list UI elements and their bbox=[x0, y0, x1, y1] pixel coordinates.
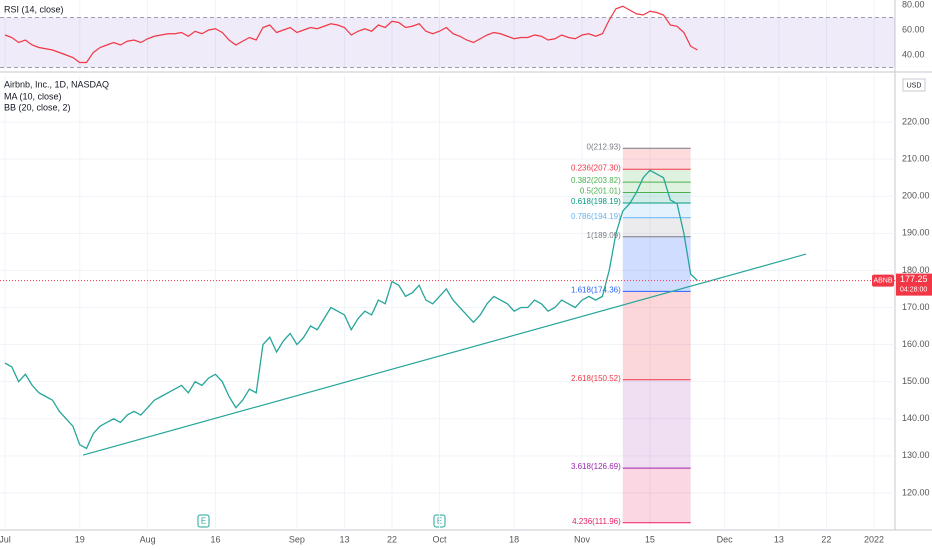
y-tick-label: 150.00 bbox=[902, 376, 930, 386]
fib-label: 4.236(111.96) bbox=[572, 517, 621, 526]
x-tick-label: 22 bbox=[821, 534, 831, 544]
fib-label: 0.236(207.30) bbox=[571, 163, 621, 172]
svg-text:E: E bbox=[201, 517, 206, 526]
fib-zone bbox=[622, 182, 691, 193]
indicator-label: MA (10, close) bbox=[4, 91, 62, 101]
fib-label: 1(189.09) bbox=[587, 231, 622, 240]
currency-box bbox=[902, 78, 926, 92]
y-tick-label: 160.00 bbox=[902, 339, 930, 349]
x-tick-label: 16 bbox=[210, 534, 220, 544]
y-tick-label: 40.00 bbox=[902, 49, 925, 59]
fib-zone bbox=[622, 236, 691, 292]
y-tick-label: 80.00 bbox=[902, 0, 925, 9]
fib-zone bbox=[622, 217, 691, 237]
fib-label: 0.786(194.19) bbox=[571, 212, 621, 221]
fib-label: 2.618(150.52) bbox=[571, 374, 621, 383]
x-tick-label: Nov bbox=[574, 534, 591, 544]
x-tick-label: Dec bbox=[717, 534, 734, 544]
fib-label: 0(212.93) bbox=[587, 142, 622, 151]
x-tick-label: Jul bbox=[0, 534, 11, 544]
last-price-label: 177.25 bbox=[900, 274, 928, 284]
x-tick-label: 19 bbox=[75, 534, 85, 544]
x-tick-label: Sep bbox=[289, 534, 305, 544]
fib-zone bbox=[622, 192, 691, 203]
x-tick-label: 15 bbox=[645, 534, 655, 544]
fib-zone bbox=[622, 148, 691, 170]
fib-label: 0.5(201.01) bbox=[580, 187, 621, 196]
y-tick-label: 140.00 bbox=[902, 413, 930, 423]
fib-label: 3.618(126.69) bbox=[571, 462, 621, 471]
fib-label: 0.618(198.19) bbox=[571, 197, 621, 206]
countdown: 04:28:00 bbox=[900, 286, 927, 293]
fib-label: 1.618(174.36) bbox=[571, 285, 621, 294]
x-tick-label: 22 bbox=[387, 534, 397, 544]
y-tick-label: 120.00 bbox=[902, 487, 930, 497]
y-tick-label: 200.00 bbox=[902, 191, 930, 201]
trend-line bbox=[82, 253, 807, 456]
x-tick-label: 2022 bbox=[864, 534, 884, 544]
rsi-line bbox=[4, 5, 698, 64]
y-tick-label: 60.00 bbox=[902, 24, 925, 34]
chart-title: Airbnb, Inc., 1D, NASDAQ bbox=[4, 79, 109, 89]
y-tick-label: 170.00 bbox=[902, 302, 930, 312]
last-price-bg bbox=[896, 273, 932, 296]
rsi-band bbox=[0, 17, 895, 68]
x-tick-label: Oct bbox=[432, 534, 447, 544]
currency: USD bbox=[907, 82, 922, 89]
indicator-label: BB (20, close, 2) bbox=[4, 102, 71, 112]
fib-zone bbox=[622, 291, 691, 380]
symbol-tag-bg bbox=[872, 274, 894, 287]
x-tick-label: 18 bbox=[509, 534, 519, 544]
y-tick-label: 180.00 bbox=[902, 265, 930, 275]
y-tick-label: 220.00 bbox=[902, 116, 930, 126]
y-tick-label: 130.00 bbox=[902, 450, 930, 460]
price-line bbox=[4, 169, 698, 450]
y-tick-label: 190.00 bbox=[902, 228, 930, 238]
earnings-icon[interactable]: E bbox=[197, 514, 210, 528]
rsi-title: RSI (14, close) bbox=[4, 4, 64, 14]
x-tick-label: Aug bbox=[140, 534, 156, 544]
fib-zone bbox=[622, 169, 691, 183]
fib-label: 0.382(203.82) bbox=[571, 176, 621, 185]
symbol-tag: ABNB bbox=[873, 277, 892, 284]
y-tick-label: 210.00 bbox=[902, 154, 930, 164]
x-tick-label: 13 bbox=[774, 534, 784, 544]
fib-zone bbox=[622, 379, 691, 469]
fib-zone bbox=[622, 468, 691, 523]
x-tick-label: 13 bbox=[339, 534, 349, 544]
fib-zone bbox=[622, 202, 691, 218]
